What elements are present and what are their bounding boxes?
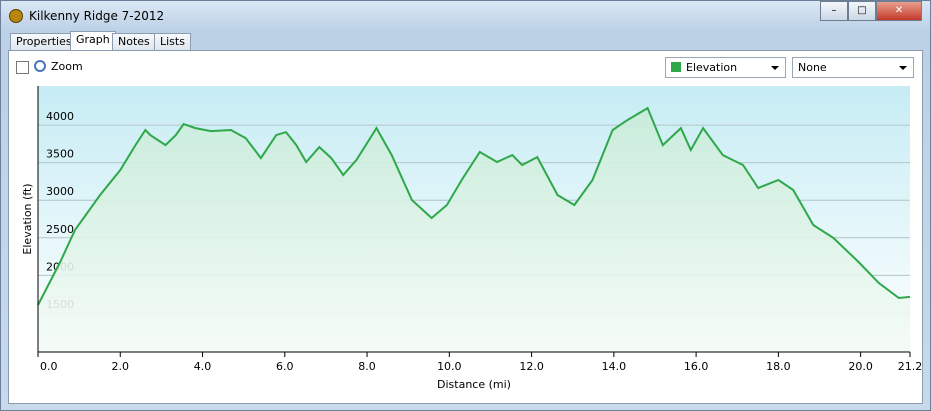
tab[interactable]: Graph — [70, 31, 116, 51]
x-tick-label: 8.0 — [358, 360, 376, 373]
y-tick-label: 2500 — [46, 223, 74, 236]
x-tick-label: 2.0 — [112, 360, 130, 373]
x-axis-label: Distance (mi) — [437, 378, 511, 391]
app-icon — [9, 9, 23, 23]
y-axis-label: Elevation (ft) — [21, 183, 34, 254]
window-buttons: – □ ✕ — [820, 1, 922, 21]
maximize[interactable]: □ — [848, 1, 876, 21]
tab[interactable]: Properties — [10, 33, 78, 50]
x-tick-label: 10.0 — [437, 360, 462, 373]
x-tick-label: 16.0 — [684, 360, 709, 373]
zoom-checkbox[interactable] — [16, 61, 29, 74]
minimize[interactable]: – — [820, 1, 848, 21]
secondary-dropdown[interactable]: None — [792, 57, 914, 78]
y-tick-label: 4000 — [46, 110, 74, 123]
elevation-area — [38, 108, 910, 352]
tab[interactable]: Notes — [112, 33, 156, 50]
zoom-label: Zoom — [51, 60, 83, 73]
y-tick-label: 3500 — [46, 148, 74, 161]
window-title: Kilkenny Ridge 7-2012 — [29, 9, 165, 23]
x-tick-label: 6.0 — [276, 360, 294, 373]
legend-label: Elevation — [686, 61, 738, 74]
tab[interactable]: Lists — [154, 33, 191, 50]
x-tick-label: 18.0 — [766, 360, 791, 373]
elevation-line — [37, 106, 911, 306]
x-tick-label: 0.0 — [40, 360, 58, 373]
x-tick-label: 21.2 — [898, 360, 923, 373]
close[interactable]: ✕ — [876, 1, 922, 21]
y-tick-label: 3000 — [46, 185, 74, 198]
x-tick-label: 4.0 — [194, 360, 212, 373]
x-tick-label: 20.0 — [848, 360, 873, 373]
zoom-icon — [34, 60, 46, 72]
x-tick-label: 14.0 — [602, 360, 627, 373]
legend-swatch — [671, 62, 681, 72]
series-dropdown[interactable]: Elevation — [665, 57, 786, 78]
x-tick-label: 12.0 — [519, 360, 544, 373]
